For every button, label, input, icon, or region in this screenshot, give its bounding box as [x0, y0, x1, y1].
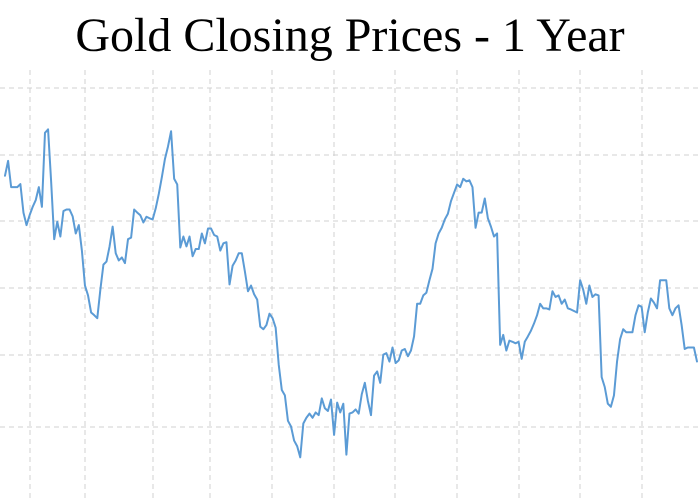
grid-lines — [0, 70, 700, 498]
series-layer — [4, 128, 698, 459]
series-line-gold-price — [4, 128, 698, 459]
chart-title: Gold Closing Prices - 1 Year — [75, 9, 625, 62]
